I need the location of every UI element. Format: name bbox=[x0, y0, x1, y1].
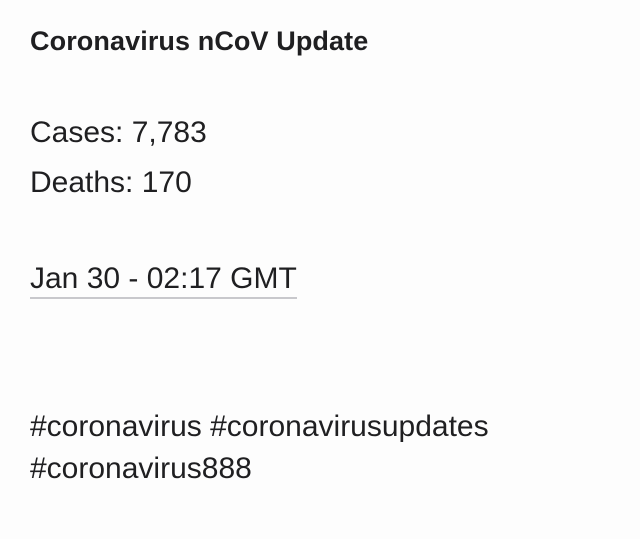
deaths-stat: Deaths: 170 bbox=[30, 166, 192, 200]
hashtag-coronavirus[interactable]: #coronavirus bbox=[30, 410, 202, 443]
hashtag-list: #coronavirus #coronavirusupdates #corona… bbox=[30, 406, 610, 490]
hashtag-coronavirus888[interactable]: #coronavirus888 bbox=[30, 452, 252, 485]
deaths-value: 170 bbox=[141, 166, 192, 199]
hashtag-coronavirusupdates[interactable]: #coronavirusupdates bbox=[210, 410, 489, 443]
cases-value: 7,783 bbox=[131, 116, 207, 149]
timestamp-link[interactable]: Jan 30 - 02:17 GMT bbox=[30, 262, 297, 299]
post-title: Coronavirus nCoV Update bbox=[30, 26, 369, 56]
deaths-label: Deaths: bbox=[30, 166, 134, 199]
cases-stat: Cases: 7,783 bbox=[30, 116, 207, 150]
cases-label: Cases: bbox=[30, 116, 124, 149]
